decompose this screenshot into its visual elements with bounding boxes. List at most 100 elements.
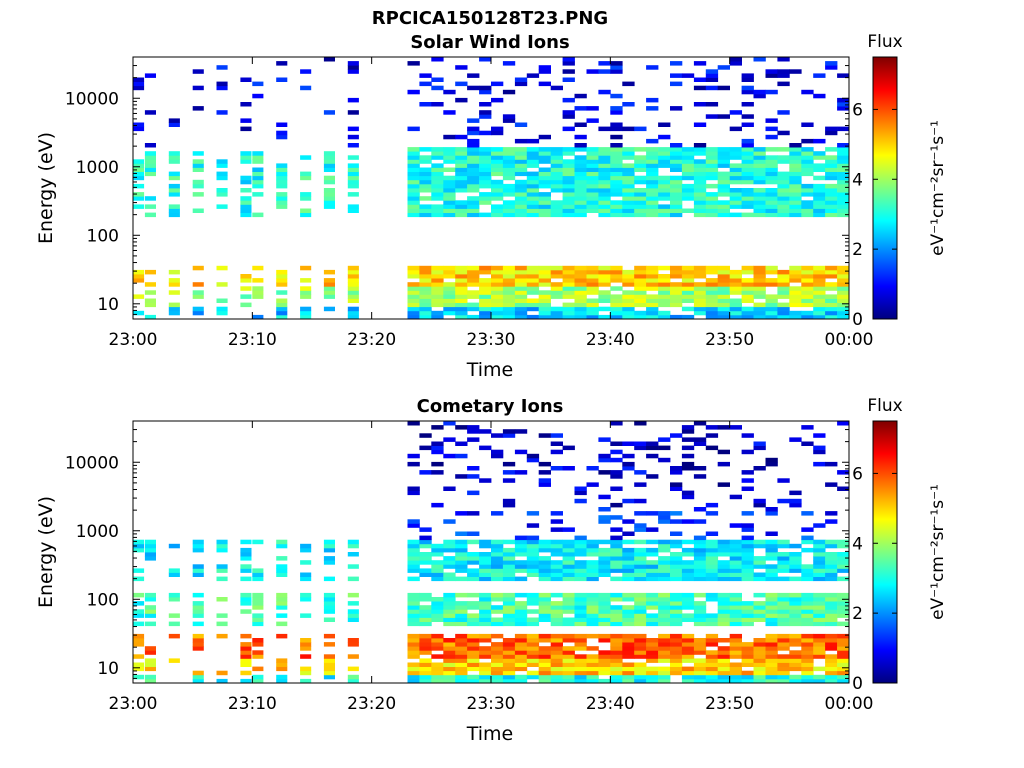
heatmap-cell: [658, 654, 671, 659]
heatmap-cell: [276, 678, 288, 683]
heatmap-cell: [491, 179, 504, 185]
heatmap-cell: [562, 265, 575, 271]
heatmap-cell: [407, 597, 420, 602]
heatmap-cell: [670, 179, 683, 185]
heatmap-cell: [801, 535, 814, 541]
heatmap-cell: [837, 286, 849, 291]
heatmap-cell: [443, 298, 456, 303]
heatmap-cell: [729, 543, 742, 549]
heatmap-cell: [407, 421, 420, 426]
heatmap-cell: [610, 155, 623, 160]
heatmap-cell: [622, 147, 635, 152]
colorbar-tick-label: 4: [852, 534, 863, 554]
heatmap-cell: [753, 274, 766, 279]
heatmap-cell: [455, 568, 468, 573]
heatmap-cell: [729, 654, 742, 659]
heatmap-cell: [801, 654, 814, 659]
heatmap-cell: [813, 605, 826, 610]
heatmap-cell: [455, 592, 468, 598]
heatmap-cell: [765, 556, 778, 561]
heatmap-cell: [479, 560, 492, 565]
heatmap-cell: [419, 662, 432, 667]
heatmap-cell: [550, 572, 563, 577]
heatmap-cell: [681, 605, 695, 610]
heatmap-cell: [252, 678, 264, 683]
heatmap-cell: [813, 560, 826, 565]
heatmap-cell: [502, 159, 516, 164]
heatmap-cell: [765, 461, 778, 467]
heatmap-cell: [765, 196, 778, 201]
heatmap-cell: [252, 183, 264, 189]
heatmap-cell: [705, 171, 719, 177]
heatmap-cell: [276, 601, 288, 606]
heatmap-cell: [741, 286, 754, 291]
heatmap-cell: [753, 502, 766, 508]
heatmap-cell: [658, 179, 671, 185]
heatmap-cell: [658, 159, 671, 164]
heatmap-cell: [741, 196, 754, 201]
heatmap-cell: [323, 605, 335, 610]
heatmap-cell: [646, 302, 659, 308]
heatmap-cell: [443, 294, 456, 299]
heatmap-cell: [789, 568, 802, 573]
heatmap-cell: [168, 290, 180, 295]
heatmap-cell: [741, 658, 754, 663]
heatmap-cell: [419, 539, 432, 545]
heatmap-cell: [658, 457, 671, 463]
heatmap-cell: [765, 175, 778, 181]
heatmap-cell: [705, 196, 719, 201]
heatmap-cell: [192, 208, 204, 213]
heatmap-cell: [622, 560, 635, 565]
heatmap-cell: [491, 609, 504, 614]
heatmap-cell: [741, 511, 754, 516]
heatmap-cell: [753, 265, 766, 271]
heatmap-cell: [491, 543, 504, 549]
heatmap-cell: [467, 650, 480, 655]
heatmap-cell: [610, 61, 623, 66]
heatmap-cell: [634, 278, 647, 283]
heatmap-cell: [455, 200, 468, 205]
heatmap-cell: [837, 421, 849, 426]
heatmap-cell: [598, 200, 611, 205]
heatmap-cell: [646, 147, 659, 152]
heatmap-cell: [658, 298, 671, 303]
heatmap-cell: [681, 552, 695, 557]
heatmap-cell: [252, 638, 264, 643]
heatmap-cell: [622, 167, 635, 172]
heatmap-cell: [586, 274, 599, 279]
heatmap-cell: [837, 543, 849, 549]
heatmap-cell: [753, 670, 766, 676]
heatmap-cell: [658, 151, 671, 156]
heatmap-cell: [646, 674, 659, 680]
heatmap-cell: [562, 61, 575, 66]
heatmap-cell: [407, 269, 420, 275]
heatmap-cell: [276, 274, 288, 279]
heatmap-cell: [276, 674, 288, 680]
heatmap-cell: [801, 89, 814, 95]
heatmap-cell: [729, 274, 742, 279]
heatmap-cell: [705, 269, 719, 275]
heatmap-cell: [347, 617, 359, 622]
heatmap-cell: [598, 507, 611, 512]
heatmap-cell: [753, 572, 766, 577]
heatmap-cell: [670, 265, 683, 271]
heatmap-cell: [240, 118, 252, 123]
heatmap-cell: [777, 678, 790, 683]
heatmap-cell: [455, 290, 468, 295]
heatmap-cell: [502, 670, 516, 676]
heatmap-cell: [491, 564, 504, 569]
heatmap-cell: [681, 278, 695, 283]
heatmap-cell: [837, 486, 849, 491]
heatmap-cell: [347, 179, 359, 185]
heatmap-cell: [825, 638, 838, 643]
heatmap-cell: [658, 633, 671, 639]
heatmap-cell: [837, 302, 849, 308]
heatmap-cell: [252, 654, 264, 659]
heatmap-cell: [538, 306, 551, 312]
heatmap-cell: [276, 556, 288, 561]
heatmap-cell: [789, 674, 802, 680]
heatmap-cell: [502, 294, 516, 299]
heatmap-cell: [610, 605, 623, 610]
heatmap-cell: [586, 605, 599, 610]
heatmap-cell: [586, 167, 599, 172]
